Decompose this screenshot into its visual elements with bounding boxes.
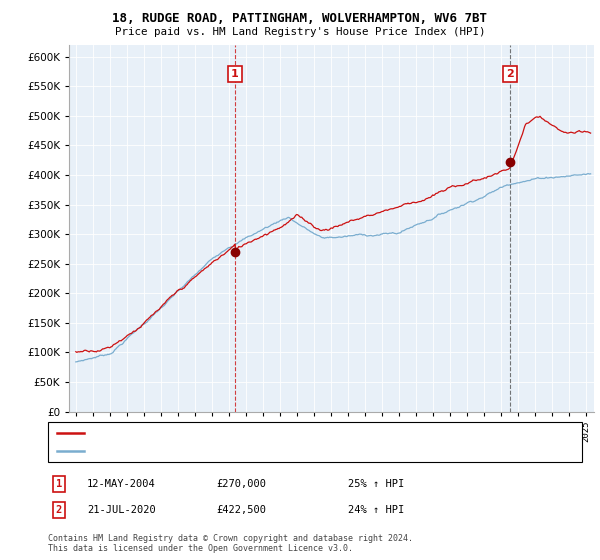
Text: 1: 1 xyxy=(56,479,62,489)
Text: 2: 2 xyxy=(56,505,62,515)
Text: Contains HM Land Registry data © Crown copyright and database right 2024.
This d: Contains HM Land Registry data © Crown c… xyxy=(48,534,413,553)
Text: HPI: Average price, detached house, South Staffordshire: HPI: Average price, detached house, Sout… xyxy=(89,446,405,455)
Text: 18, RUDGE ROAD, PATTINGHAM, WOLVERHAMPTON, WV6 7BT (detached house): 18, RUDGE ROAD, PATTINGHAM, WOLVERHAMPTO… xyxy=(89,428,474,437)
Text: 25% ↑ HPI: 25% ↑ HPI xyxy=(348,479,404,489)
Text: 21-JUL-2020: 21-JUL-2020 xyxy=(87,505,156,515)
Text: 1: 1 xyxy=(231,69,239,79)
Text: £270,000: £270,000 xyxy=(216,479,266,489)
Text: 12-MAY-2004: 12-MAY-2004 xyxy=(87,479,156,489)
Text: Price paid vs. HM Land Registry's House Price Index (HPI): Price paid vs. HM Land Registry's House … xyxy=(115,27,485,37)
Text: 18, RUDGE ROAD, PATTINGHAM, WOLVERHAMPTON, WV6 7BT: 18, RUDGE ROAD, PATTINGHAM, WOLVERHAMPTO… xyxy=(113,12,487,25)
Text: £422,500: £422,500 xyxy=(216,505,266,515)
Text: 2: 2 xyxy=(506,69,514,79)
Text: 24% ↑ HPI: 24% ↑ HPI xyxy=(348,505,404,515)
